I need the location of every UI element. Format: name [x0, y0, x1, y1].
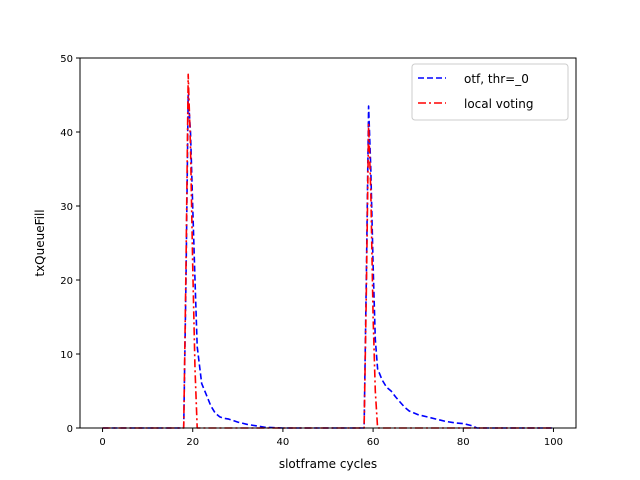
- legend-label-otf: otf, thr=_0: [464, 72, 529, 86]
- y-tick-label: 40: [60, 128, 73, 139]
- y-axis-title: txQueueFill: [33, 209, 47, 276]
- y-tick-label: 20: [60, 276, 73, 287]
- y-tick-label: 30: [60, 202, 73, 213]
- x-tick-label: 60: [367, 437, 380, 448]
- y-tick-label: 50: [60, 54, 73, 65]
- y-tick-label: 0: [67, 424, 73, 435]
- x-tick-label: 20: [186, 437, 199, 448]
- legend-box: [411, 63, 569, 121]
- x-axis-title: slotframe cycles: [279, 457, 377, 471]
- x-axis-ticks: 0 20 40 60 80 100: [99, 428, 563, 448]
- x-tick-label: 0: [99, 437, 105, 448]
- x-tick-label: 100: [544, 437, 563, 448]
- y-tick-label: 10: [60, 350, 73, 361]
- x-tick-label: 40: [277, 437, 290, 448]
- y-axis-ticks: 0 10 20 30 40 50: [60, 54, 80, 435]
- legend: otf, thr=_0 local voting: [411, 63, 569, 121]
- plot-frame: [79, 57, 577, 429]
- legend-label-local-voting: local voting: [464, 97, 533, 111]
- x-tick-label: 80: [457, 437, 470, 448]
